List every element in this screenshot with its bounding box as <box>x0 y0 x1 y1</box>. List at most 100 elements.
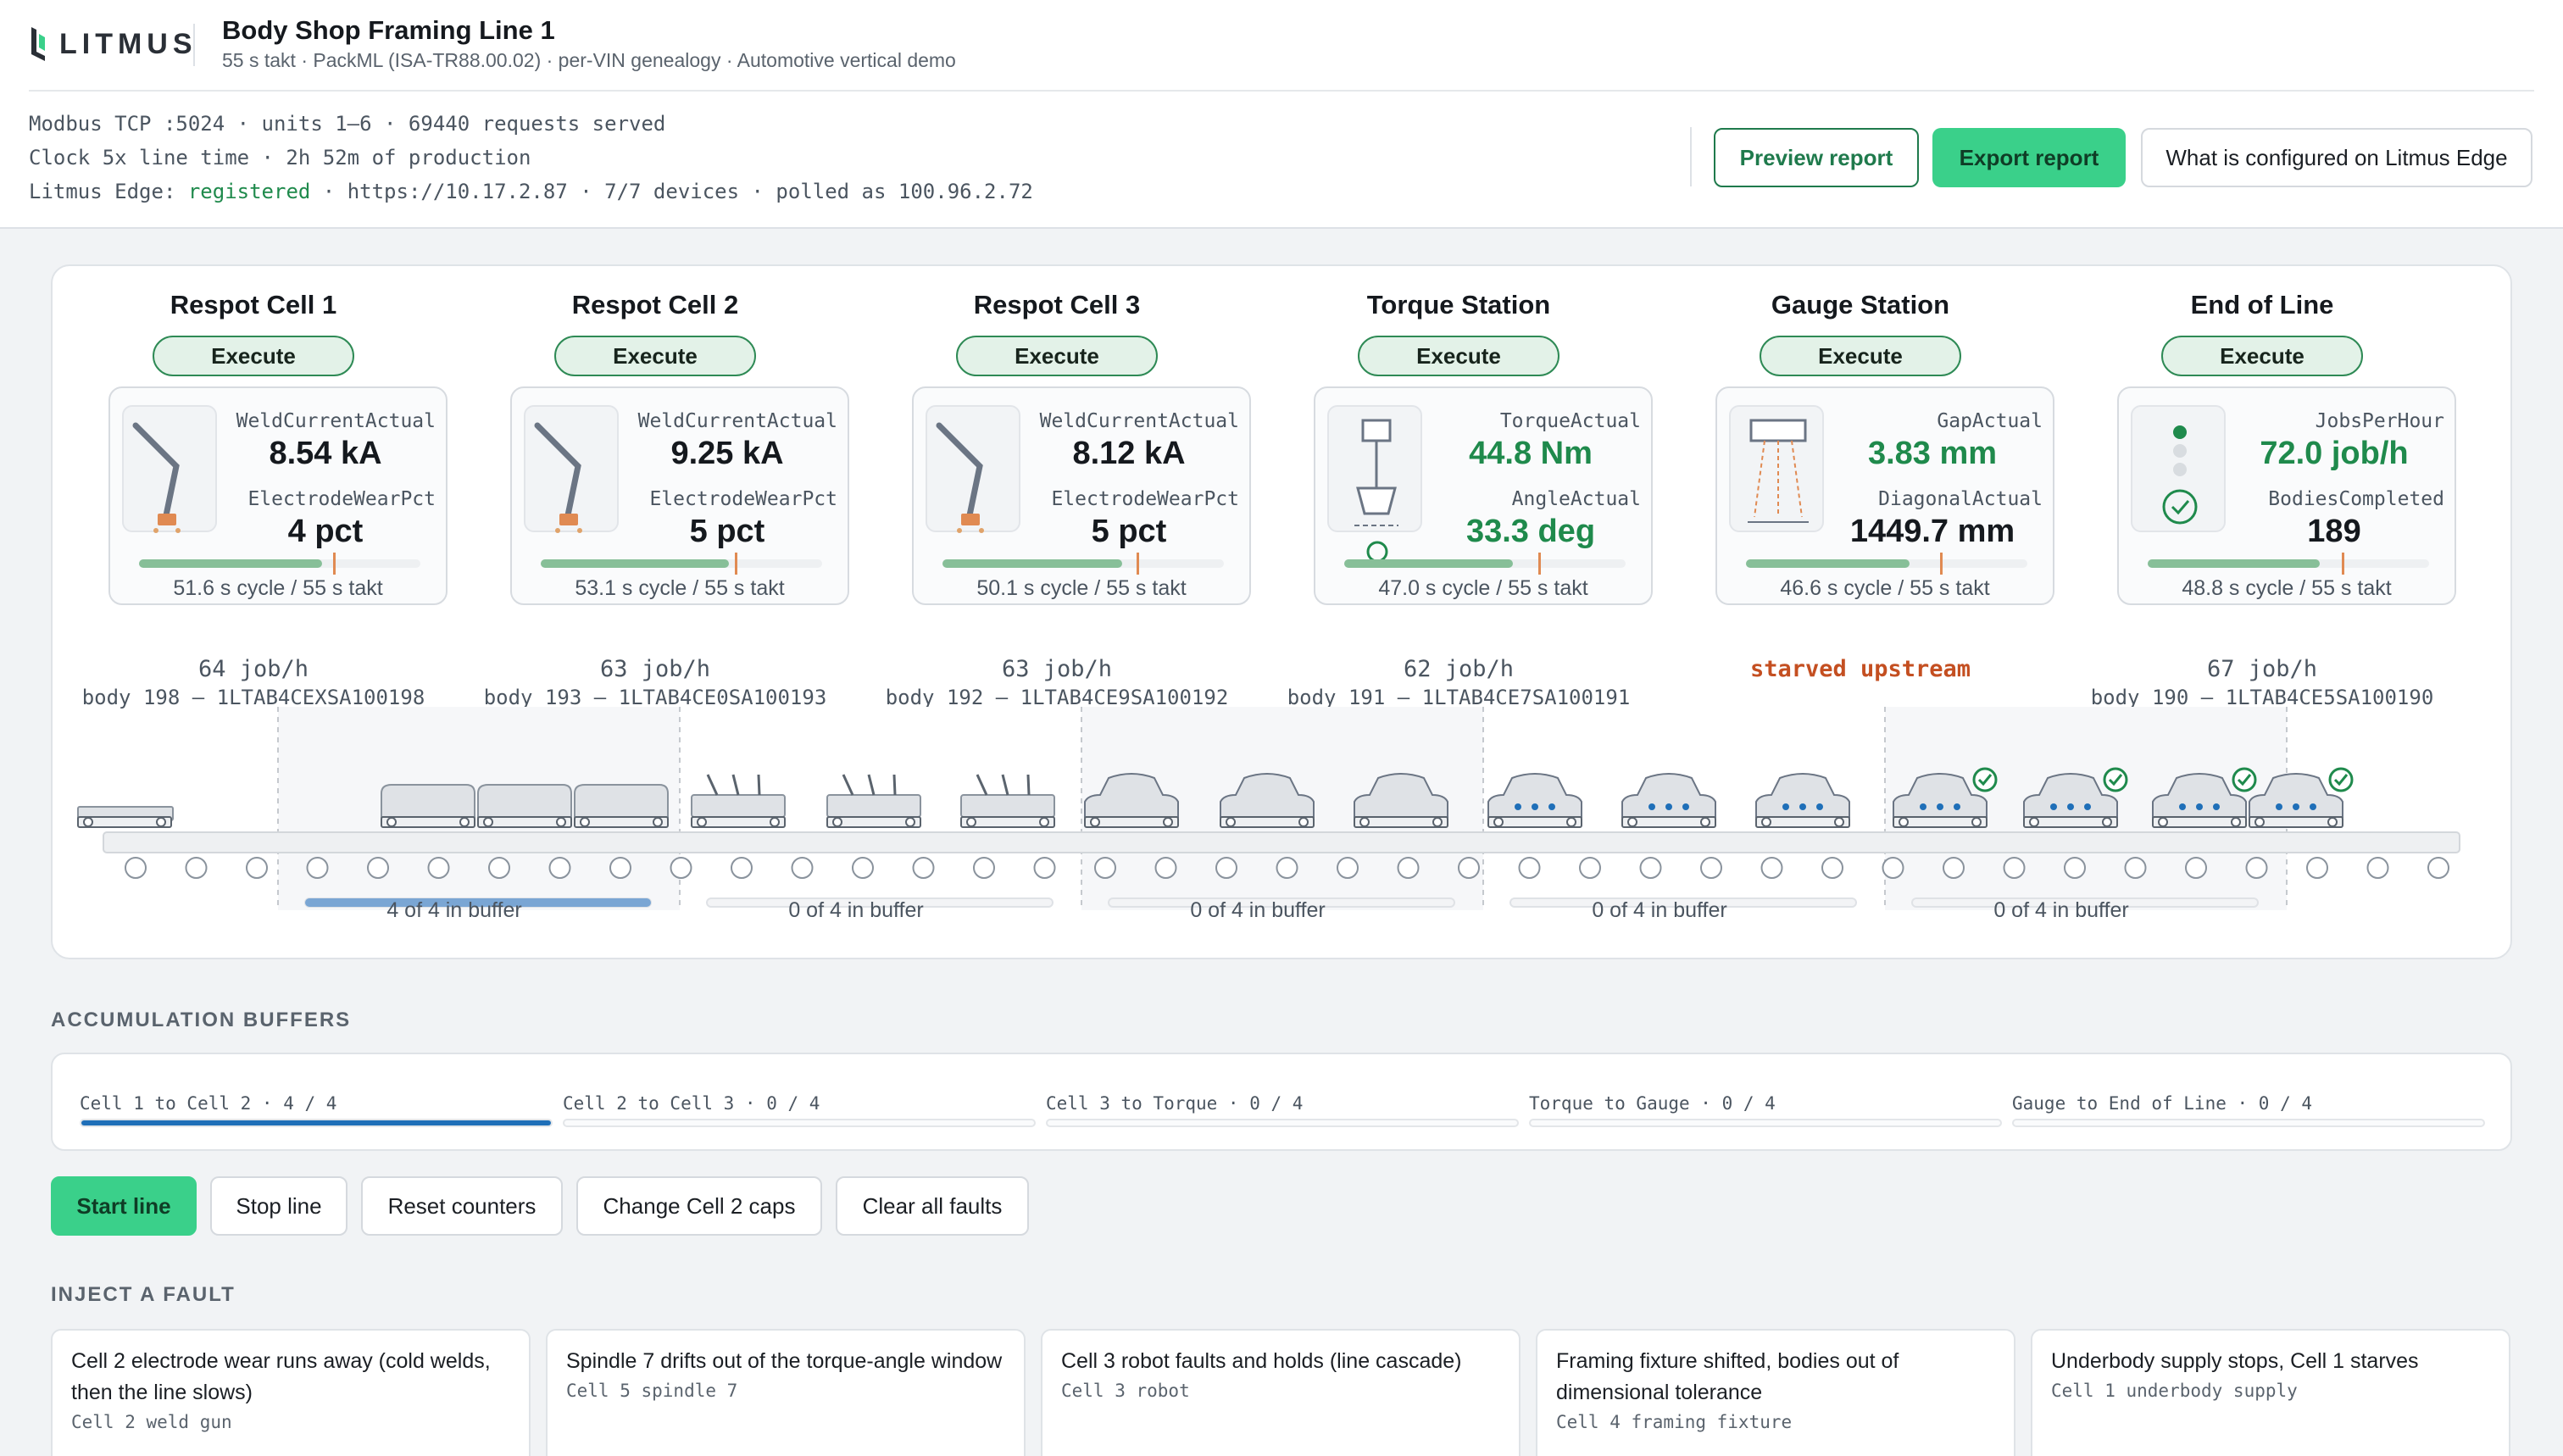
fault-card[interactable]: Underbody supply stops, Cell 1 starves C… <box>2031 1329 2510 1456</box>
carrier-wheel <box>2231 817 2241 827</box>
buffer-label: Cell 1 to Cell 2 · 4 / 4 <box>80 1093 337 1114</box>
packml-state-badge[interactable]: Execute <box>554 336 756 376</box>
buffer-label: Cell 3 to Torque · 0 / 4 <box>1046 1093 1304 1114</box>
carrier-wheel <box>2158 817 2168 827</box>
body-in-buffer <box>574 784 669 818</box>
edge-config-button[interactable]: What is configured on Litmus Edge <box>2141 128 2532 187</box>
packml-state-badge[interactable]: Execute <box>2161 336 2363 376</box>
weld-spot <box>1515 803 1521 810</box>
stop-line-button[interactable]: Stop line <box>210 1176 347 1236</box>
station-card[interactable]: WeldCurrentActual 9.25 kA ElectrodeWearP… <box>510 386 849 605</box>
takt-marker <box>1940 553 1943 575</box>
laser-gauge-icon <box>1729 405 1824 532</box>
carrier-wheel <box>1039 817 1049 827</box>
weld-spot <box>1665 803 1672 810</box>
buffer-track <box>80 1119 553 1127</box>
start-line-button[interactable]: Start line <box>51 1176 197 1236</box>
fault-card[interactable]: Framing fixture shifted, bodies out of d… <box>1536 1329 2015 1456</box>
fault-target: Cell 3 robot <box>1061 1381 1190 1401</box>
car-carrier <box>2249 816 2343 828</box>
packml-state-badge[interactable]: Execute <box>153 336 354 376</box>
carrier-wheel <box>697 817 707 827</box>
weld-robot-icon <box>524 405 619 550</box>
fault-card[interactable]: Cell 3 robot faults and holds (line casc… <box>1041 1329 1521 1456</box>
clear-faults-button[interactable]: Clear all faults <box>836 1176 1029 1236</box>
fault-description: Cell 2 electrode wear runs away (cold we… <box>71 1349 491 1404</box>
weld-spot <box>1648 803 1655 810</box>
station-throughput: 62 job/h <box>1403 656 1515 682</box>
buffer-item: Cell 2 to Cell 3 · 0 / 4 <box>563 1093 1036 1127</box>
station-card[interactable]: TorqueActual 44.8 Nm AngleActual 33.3 de… <box>1314 386 1653 605</box>
weld-spot <box>2196 803 2203 810</box>
metric-1-label: WeldCurrentActual <box>236 410 436 432</box>
conveyor-roller <box>488 857 510 879</box>
header-divider <box>193 24 195 66</box>
carrier-wheel <box>832 817 842 827</box>
packml-state-badge[interactable]: Execute <box>1358 336 1559 376</box>
cycle-progress-fill <box>139 559 322 568</box>
body-framed <box>826 794 921 818</box>
metric-2-label: DiagonalActual <box>1878 488 2043 510</box>
metric-2-value: 5 pct <box>1091 514 1167 549</box>
takt-marker <box>333 553 336 575</box>
clock-status: Clock 5x line time · 2h 52m of productio… <box>29 146 531 169</box>
buffer-track <box>1529 1119 2002 1127</box>
station-card[interactable]: JobsPerHour 72.0 job/h BodiesCompleted 1… <box>2117 386 2456 605</box>
metric-1-value: 3.83 mm <box>1867 436 1998 471</box>
conveyor-roller <box>1821 857 1843 879</box>
reset-counters-button[interactable]: Reset counters <box>361 1176 563 1236</box>
station-5: Gauge Station Execute GapActual 3.83 mm … <box>1660 266 2061 682</box>
weld-spot <box>2084 803 2091 810</box>
station-card[interactable]: GapActual 3.83 mm DiagonalActual 1449.7 … <box>1715 386 2054 605</box>
conveyor-roller <box>2366 857 2389 879</box>
conveyor-roller <box>427 857 450 879</box>
cycle-progress-bar <box>139 553 420 575</box>
car-carrier <box>2023 816 2118 828</box>
buffer-item: Cell 3 to Torque · 0 / 4 <box>1046 1093 1519 1127</box>
packml-state-badge[interactable]: Execute <box>956 336 1158 376</box>
carrier-wheel <box>83 817 93 827</box>
metric-2-value: 5 pct <box>689 514 765 549</box>
inline-buffer-fill <box>305 898 651 907</box>
conveyor-roller <box>609 857 631 879</box>
inline-buffer-label: 0 of 4 in buffer <box>788 898 924 922</box>
conveyor-roller <box>1154 857 1177 879</box>
carrier-wheel <box>483 817 493 827</box>
station-card[interactable]: WeldCurrentActual 8.12 kA ElectrodeWearP… <box>912 386 1251 605</box>
brand-name: LITMUS <box>59 27 197 60</box>
station-body-vin: body 193 — 1LTAB4CE0SA100193 <box>483 686 827 709</box>
station-4: Torque Station Execute TorqueActual 44.8… <box>1258 266 1660 709</box>
export-report-button[interactable]: Export report <box>1932 128 2126 187</box>
conveyor-roller <box>125 857 147 879</box>
torque-tool-icon <box>1327 405 1422 563</box>
carrier-wheel <box>1761 817 1771 827</box>
cycle-progress-bar <box>1344 553 1626 575</box>
page-subtitle: 55 s takt · PackML (ISA-TR88.00.02) · pe… <box>222 49 956 71</box>
buffer-item: Cell 1 to Cell 2 · 4 / 4 <box>80 1093 553 1127</box>
weld-spot <box>1816 803 1823 810</box>
check-circle-icon <box>1972 767 1998 792</box>
header-actions-divider <box>1690 127 1692 186</box>
metric-1-label: GapActual <box>1937 410 2043 432</box>
conveyor-roller <box>2245 857 2268 879</box>
carrier-wheel <box>386 817 397 827</box>
carrier-wheel <box>653 817 663 827</box>
packml-state-badge[interactable]: Execute <box>1760 336 1961 376</box>
conveyor-roller <box>1094 857 1116 879</box>
weld-spot <box>1954 803 1960 810</box>
cycle-progress-bar <box>942 553 1224 575</box>
buffer-track <box>2012 1119 2485 1127</box>
conveyor-roller <box>1943 857 1965 879</box>
buffer-track <box>563 1119 1036 1127</box>
fault-card[interactable]: Cell 2 electrode wear runs away (cold we… <box>51 1329 531 1456</box>
preview-report-button[interactable]: Preview report <box>1714 128 1919 187</box>
fault-description: Cell 3 robot faults and holds (line casc… <box>1061 1349 1462 1373</box>
change-cell2-caps-button[interactable]: Change Cell 2 caps <box>576 1176 822 1236</box>
station-card[interactable]: WeldCurrentActual 8.54 kA ElectrodeWearP… <box>108 386 448 605</box>
metric-2-value: 189 <box>2307 514 2361 549</box>
metric-2-label: AngleActual <box>1511 488 1641 510</box>
weld-spot <box>1532 803 1538 810</box>
conveyor-roller <box>1458 857 1480 879</box>
fault-card[interactable]: Spindle 7 drifts out of the torque-angle… <box>546 1329 1026 1456</box>
car-body-icon <box>1893 773 1988 818</box>
